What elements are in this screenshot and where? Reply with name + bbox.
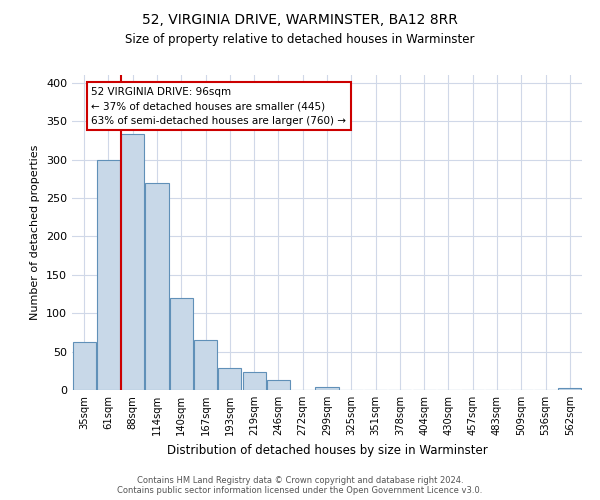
Bar (170, 298, 193, 390)
Bar (194, 340, 217, 390)
Text: Size of property relative to detached houses in Warminster: Size of property relative to detached ho… (125, 32, 475, 46)
Text: 52 VIRGINIA DRIVE: 96sqm
← 37% of detached houses are smaller (445)
63% of semi-: 52 VIRGINIA DRIVE: 96sqm ← 37% of detach… (91, 86, 346, 126)
X-axis label: Distribution of detached houses by size in Warminster: Distribution of detached houses by size … (167, 444, 487, 456)
Bar (97, 160, 120, 390)
Bar (218, 368, 241, 390)
Text: Contains public sector information licensed under the Open Government Licence v3: Contains public sector information licen… (118, 486, 482, 495)
Bar (121, 134, 144, 390)
Bar (145, 182, 169, 390)
Bar (267, 380, 290, 390)
Text: Contains HM Land Registry data © Crown copyright and database right 2024.: Contains HM Land Registry data © Crown c… (137, 476, 463, 485)
Bar (73, 342, 95, 390)
Bar (559, 388, 581, 390)
Bar (316, 387, 338, 390)
Text: 52, VIRGINIA DRIVE, WARMINSTER, BA12 8RR: 52, VIRGINIA DRIVE, WARMINSTER, BA12 8RR (142, 12, 458, 26)
Y-axis label: Number of detached properties: Number of detached properties (31, 145, 40, 320)
Bar (242, 372, 266, 390)
